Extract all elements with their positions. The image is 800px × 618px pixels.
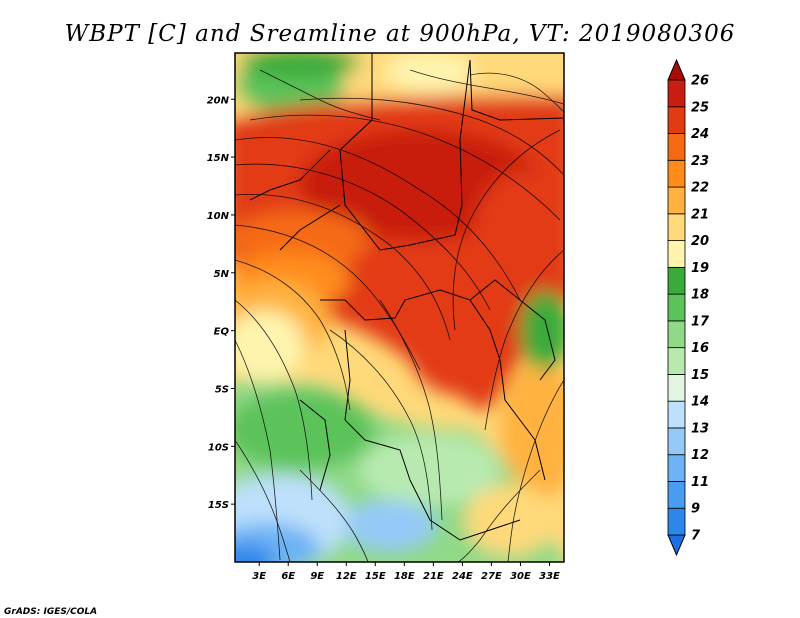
colorbar-label: 24 [691, 127, 709, 142]
colorbar-swatch [667, 159, 686, 188]
x-tick-label: 30E [510, 571, 531, 582]
colorbar-swatch [667, 347, 686, 375]
colorbar-label: 25 [691, 100, 709, 115]
x-tick-label: 33E [539, 571, 560, 582]
y-tick-label: 20N [207, 95, 230, 106]
colorbar-label: 9 [691, 502, 700, 517]
x-tick-label: 27E [481, 571, 502, 582]
x-tick-label: 3E [252, 571, 266, 582]
colorbar-swatch [667, 507, 686, 536]
y-tick-label: 5N [214, 269, 230, 280]
x-tick-label: 24E [452, 571, 473, 582]
colorbar-high-arrow [667, 58, 686, 81]
x-tick-label: 6E [281, 571, 295, 582]
y-tick-label: 10S [208, 442, 229, 453]
x-tick-label: 12E [336, 571, 357, 582]
x-axis: 3E 6E 9E 12E 15E 18E 21E 24E 27E 30E 33E [252, 562, 560, 582]
streamlines [235, 69, 564, 562]
map-panel [234, 52, 565, 563]
x-tick-label: 15E [365, 571, 386, 582]
y-tick-label: 10N [207, 211, 230, 222]
colorbar-label: 18 [691, 288, 709, 303]
colorbar-label: 13 [691, 421, 709, 436]
chart-title: WBPT [C] and Sreamline at 900hPa, VT: 20… [65, 21, 736, 47]
colorbar-swatch [667, 454, 686, 482]
colorbar-label: 19 [691, 261, 709, 276]
colorbar-swatch [667, 320, 686, 349]
colorbar-label: 26 [691, 74, 709, 89]
colorbar-label: 15 [691, 368, 709, 383]
colorbar-swatch [667, 400, 686, 429]
colorbar-swatch [667, 240, 686, 268]
colorbar-label: 11 [691, 475, 709, 490]
y-tick-label: 15S [208, 500, 229, 511]
colorbar-swatch [667, 293, 686, 322]
colorbar-swatch [667, 374, 686, 402]
country-borders [249, 53, 564, 541]
colorbar: 7 9 11 12 13 14 15 16 17 18 19 20 21 22 23 24 25 26 [667, 58, 710, 557]
colorbar-label: 21 [691, 207, 709, 222]
y-axis: 20N 15N 10N 5N EQ 5S 10S 15S [207, 95, 235, 511]
x-tick-label: 9E [310, 571, 324, 582]
colorbar-label: 12 [691, 448, 709, 463]
colorbar-label: 17 [691, 314, 710, 329]
map-frame [234, 52, 565, 563]
x-tick-label: 21E [423, 571, 444, 582]
colorbar-swatch [667, 133, 686, 161]
colorbar-low-arrow [667, 534, 686, 557]
y-tick-label: 5S [215, 384, 229, 395]
colorbar-label: 23 [691, 154, 709, 169]
y-tick-label: EQ [214, 327, 230, 338]
colorbar-swatch [667, 213, 686, 241]
colorbar-label: 22 [691, 181, 709, 196]
colorbar-label: 14 [691, 395, 709, 410]
x-tick-label: 18E [394, 571, 415, 582]
colorbar-swatch [667, 79, 686, 108]
colorbar-label: 20 [691, 234, 709, 249]
colorbar-swatch [667, 266, 686, 295]
colorbar-swatch [667, 106, 686, 134]
colorbar-swatch [667, 186, 686, 215]
grads-credit: GrADS: IGES/COLA [4, 607, 97, 617]
wbpt-field [235, 53, 564, 562]
colorbar-label: 7 [691, 529, 701, 544]
colorbar-swatch [667, 481, 686, 509]
colorbar-label: 16 [691, 341, 709, 356]
colorbar-swatch [667, 427, 686, 456]
y-tick-label: 15N [207, 153, 230, 164]
